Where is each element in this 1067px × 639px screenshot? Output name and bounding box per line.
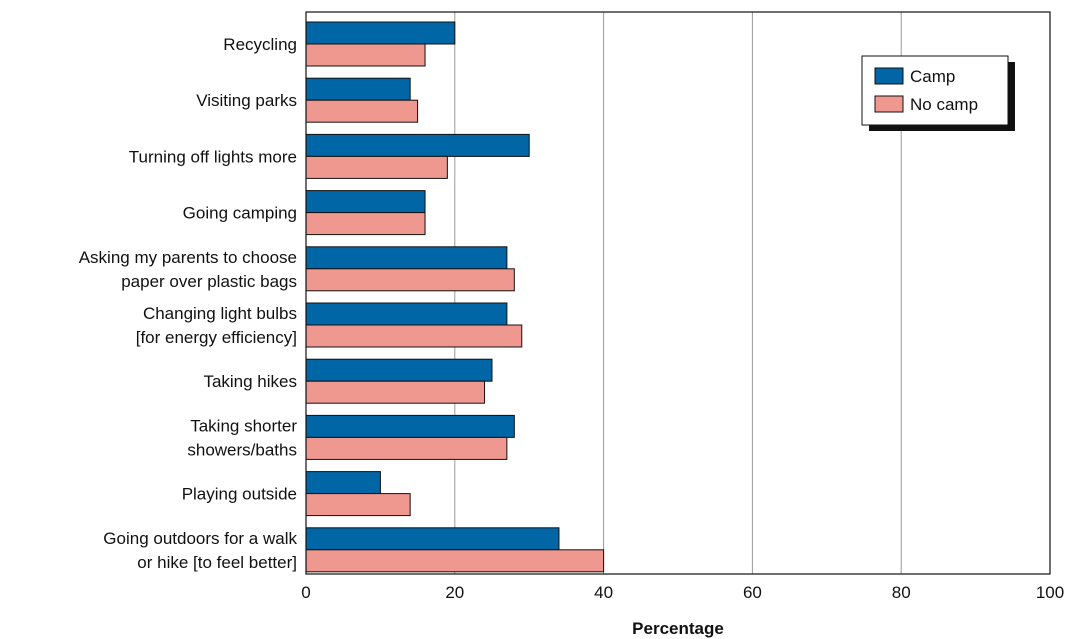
bar-no-camp [305, 549, 605, 573]
legend-swatch-no-camp [874, 95, 904, 113]
legend-swatch-camp [874, 67, 904, 85]
category-label: Recycling [223, 35, 297, 54]
bar-camp [305, 133, 530, 157]
x-tick-label: 80 [892, 583, 911, 602]
category-labels: Recycling Visiting parks Turning off light… [79, 35, 298, 572]
x-axis-title: Percentage [632, 619, 724, 638]
category-label: Visiting parks [196, 91, 297, 110]
category-label: showers/baths [187, 440, 297, 459]
x-tick-label: 0 [301, 583, 310, 602]
category-label: Playing outside [182, 485, 297, 504]
bar-no-camp [305, 212, 426, 236]
bar-no-camp [305, 436, 508, 460]
bar-no-camp [305, 43, 426, 67]
legend-label-no-camp: No camp [910, 95, 978, 114]
x-axis-ticks: 0 20 40 60 80 100 [301, 583, 1064, 602]
legend: Camp No camp [861, 55, 1015, 131]
plot-frame [305, 11, 1051, 575]
bar-camp [305, 527, 560, 551]
legend-label-camp: Camp [910, 67, 955, 86]
bar-no-camp [305, 268, 515, 292]
x-tick-label: 20 [445, 583, 464, 602]
category-label: Going outdoors for a walk [103, 529, 297, 548]
bar-camp [305, 190, 426, 214]
bars [305, 21, 605, 573]
x-tick-label: 100 [1036, 583, 1064, 602]
x-tick-label: 60 [743, 583, 762, 602]
bar-no-camp [305, 493, 411, 517]
bar-no-camp [305, 380, 486, 404]
bar-camp [305, 21, 456, 45]
bar-no-camp [305, 99, 419, 123]
x-tick-label: 40 [594, 583, 613, 602]
bar-camp [305, 246, 508, 270]
bar-no-camp [305, 155, 448, 179]
category-label: Turning off lights more [129, 147, 297, 166]
category-label: or hike [to feel better] [137, 553, 297, 572]
category-label: [for energy efficiency] [136, 328, 297, 347]
bar-no-camp [305, 324, 523, 348]
bar-camp [305, 302, 508, 326]
bar-camp [305, 77, 411, 101]
category-label: Taking hikes [203, 372, 297, 391]
bar-camp [305, 414, 515, 438]
category-label: Changing light bulbs [143, 304, 297, 323]
category-label: paper over plastic bags [121, 272, 297, 291]
category-label: Asking my parents to choose [79, 248, 297, 267]
category-label: Taking shorter [190, 416, 297, 435]
bar-camp [305, 471, 381, 495]
category-label: Going camping [183, 204, 297, 223]
bar-camp [305, 358, 493, 382]
